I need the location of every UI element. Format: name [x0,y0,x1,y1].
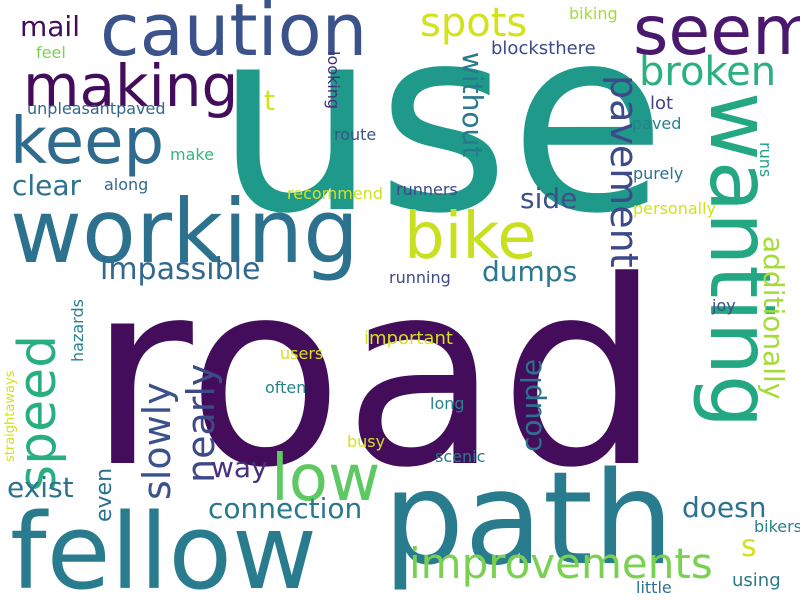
word-little: little [636,578,672,597]
word-exist: exist [7,471,74,504]
word-users: users [280,344,324,363]
word-hazards: hazards [68,299,87,362]
word-looking: looking [324,51,343,110]
word-couple: couple [515,358,548,452]
word-mail: mail [20,10,80,43]
word-make: make [170,145,214,164]
word-impassible: impassible [100,252,261,287]
word-route: route [334,125,377,144]
word-spots: spots [420,0,528,46]
word-making: making [23,52,239,120]
word-purely: purely [633,164,684,183]
word-low: low [271,442,381,516]
word-busy: busy [347,432,386,451]
word-paved: paved [632,114,682,133]
word-joy: joy [712,296,736,315]
word-bike: bike [404,200,537,274]
word-improvements: improvements [409,539,713,588]
word-without: without [456,52,489,158]
word-keep: keep [10,105,165,179]
word-path: path [383,445,674,594]
word-runners: runners [396,180,458,199]
word-use: use [215,0,667,270]
word-often: often [265,378,307,397]
word-feel: feel [36,43,66,62]
word-additionally: additionally [757,236,790,400]
word-recommend: recommend [287,184,383,203]
word-speed: speed [8,334,68,492]
word-bikers: bikers [754,517,800,536]
word-t: t [264,84,275,117]
word-road: road [88,227,662,524]
word-s: s [741,529,757,564]
word-seem: seem [633,0,800,71]
word-lot: lot [650,93,674,114]
word-running: running [389,268,451,287]
word-using: using [732,570,781,591]
word-even: even [92,467,117,522]
word-straightaways: straightaways [3,370,18,462]
word-clear: clear [12,169,82,202]
word-runs: runs [756,142,775,178]
word-personally: personally [633,199,717,218]
word-important: important [364,328,453,349]
word-along: along [104,175,149,194]
word-blocksthere: blocksthere [491,38,596,59]
word-side: side [520,182,578,215]
word-broken: broken [639,49,777,95]
word-caution: caution [100,0,368,72]
word-slowly: slowly [135,382,179,500]
word-working: working [10,180,360,283]
word-doesn: doesn [682,491,767,524]
word-biking: biking [569,4,618,23]
word-fellow: fellow [10,491,318,600]
word-connection: connection [208,492,363,525]
word-long: long [430,394,465,413]
word-scenic: scenic [435,447,486,466]
word-unpleasantpaved: unpleasantpaved [27,99,166,118]
word-way: way [211,451,268,484]
word-dumps: dumps [482,255,578,288]
